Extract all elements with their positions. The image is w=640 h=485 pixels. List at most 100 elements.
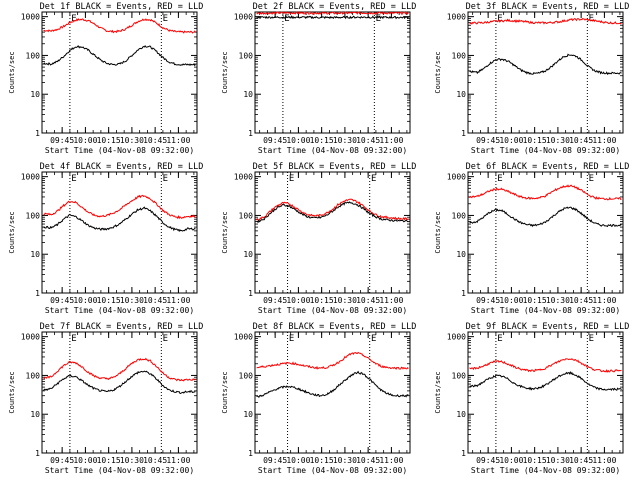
x-axis-label: Start Time (04-Nov-08 09:32:00) [471, 146, 620, 155]
x-axis-label: Start Time (04-Nov-08 09:32:00) [471, 306, 620, 315]
y-tick-label: 10 [243, 90, 253, 99]
y-tick-label: 1 [35, 449, 40, 458]
panel-title: Det 5f BLACK = Events, RED = LLD [253, 162, 417, 172]
panel-title: Det 9f BLACK = Events, RED = LLD [466, 322, 630, 332]
y-tick-label: 100 [452, 371, 467, 380]
x-tick-label: 10:45 [143, 456, 167, 465]
y-tick-label: 1 [248, 289, 253, 298]
series-events-line [256, 370, 409, 399]
x-axis-label: Start Time (04-Nov-08 09:32:00) [45, 146, 194, 155]
y-tick-label: 1 [35, 129, 40, 138]
y-tick-label: 100 [452, 211, 467, 220]
x-tick-label: 09:45 [476, 296, 500, 305]
panel-det-7: Det 7f BLACK = Events, RED = LLD Start Ti… [8, 322, 203, 475]
event-marker-label: E [371, 174, 376, 184]
y-tick-label: 1000 [447, 333, 466, 342]
y-axis-label: Counts/sec [221, 211, 229, 253]
x-tick-label: 10:00 [499, 136, 523, 145]
series-events-line [256, 201, 409, 224]
panel-title: Det 7f BLACK = Events, RED = LLD [40, 322, 204, 332]
series-events-line [256, 15, 409, 20]
series-lld-line [469, 184, 622, 201]
series-events-line [469, 53, 622, 76]
x-tick-label: 11:00 [379, 456, 403, 465]
x-tick-label: 09:45 [50, 456, 74, 465]
event-marker-label: E [163, 334, 168, 344]
y-tick-label: 100 [452, 51, 467, 60]
x-tick-label: 11:00 [379, 136, 403, 145]
x-axis-label: Start Time (04-Nov-08 09:32:00) [258, 146, 407, 155]
series-events-line [469, 206, 622, 228]
x-tick-label: 09:45 [476, 136, 500, 145]
event-marker-label: E [163, 174, 168, 184]
series-lld-line [43, 357, 196, 382]
x-tick-label: 10:45 [569, 136, 593, 145]
x-tick-label: 10:15 [310, 136, 334, 145]
x-tick-label: 10:00 [286, 456, 310, 465]
y-tick-label: 1 [461, 129, 466, 138]
y-axis-label: Counts/sec [434, 371, 442, 413]
x-tick-label: 10:30 [120, 296, 144, 305]
y-tick-label: 1 [461, 289, 466, 298]
y-tick-label: 10 [243, 410, 253, 419]
x-axis-label: Start Time (04-Nov-08 09:32:00) [258, 306, 407, 315]
plot-frame [41, 171, 198, 294]
panel-title: Det 2f BLACK = Events, RED = LLD [253, 2, 417, 12]
series-lld-line [469, 358, 622, 373]
x-axis-label: Start Time (04-Nov-08 09:32:00) [45, 306, 194, 315]
series-events-line [43, 206, 196, 233]
x-tick-label: 10:30 [120, 136, 144, 145]
panel-det-6: Det 6f BLACK = Events, RED = LLD Start Ti… [434, 162, 629, 315]
x-axis-label: Start Time (04-Nov-08 09:32:00) [45, 466, 194, 475]
x-tick-label: 11:00 [166, 296, 190, 305]
panel-det-9: Det 9f BLACK = Events, RED = LLD Start Ti… [434, 322, 629, 475]
x-axis-label: Start Time (04-Nov-08 09:32:00) [471, 466, 620, 475]
event-marker-label: E [371, 334, 376, 344]
x-tick-label: 11:00 [592, 136, 616, 145]
x-tick-label: 09:45 [263, 136, 287, 145]
panel-title: Det 4f BLACK = Events, RED = LLD [40, 162, 204, 172]
y-tick-label: 100 [239, 51, 254, 60]
x-tick-label: 10:15 [523, 456, 547, 465]
x-tick-label: 10:30 [333, 296, 357, 305]
panel-det-1: Det 1f BLACK = Events, RED = LLD Start Ti… [8, 2, 203, 155]
x-tick-label: 10:15 [523, 296, 547, 305]
y-tick-label: 10 [456, 90, 466, 99]
x-tick-label: 11:00 [592, 456, 616, 465]
y-tick-label: 1000 [21, 333, 40, 342]
y-tick-label: 1000 [447, 173, 466, 182]
event-marker-label: E [71, 14, 76, 24]
panel-title: Det 6f BLACK = Events, RED = LLD [466, 162, 630, 172]
x-tick-label: 10:30 [546, 136, 570, 145]
y-tick-label: 100 [26, 211, 41, 220]
x-tick-label: 09:45 [50, 136, 74, 145]
x-tick-label: 10:30 [333, 456, 357, 465]
plot-frame [467, 331, 624, 454]
series-lld-line [43, 194, 196, 220]
y-tick-label: 1000 [234, 13, 253, 22]
x-tick-label: 09:45 [263, 296, 287, 305]
panel-det-5: Det 5f BLACK = Events, RED = LLD Start Ti… [221, 162, 416, 315]
y-axis-label: Counts/sec [434, 51, 442, 93]
series-lld-line [469, 17, 622, 25]
x-tick-label: 10:15 [310, 296, 334, 305]
x-tick-label: 09:45 [263, 456, 287, 465]
series-lld-line [43, 18, 196, 34]
x-tick-label: 10:45 [356, 296, 380, 305]
y-tick-label: 1000 [447, 13, 466, 22]
x-tick-label: 10:45 [569, 296, 593, 305]
panel-title: Det 3f BLACK = Events, RED = LLD [466, 2, 630, 12]
x-tick-label: 10:00 [73, 136, 97, 145]
x-tick-label: 10:00 [73, 296, 97, 305]
plot-frame [467, 171, 624, 294]
event-marker-label: E [71, 174, 76, 184]
x-tick-label: 09:45 [50, 296, 74, 305]
y-tick-label: 100 [239, 211, 254, 220]
y-axis-label: Counts/sec [8, 371, 16, 413]
event-marker-label: E [497, 174, 502, 184]
y-tick-label: 1000 [21, 173, 40, 182]
x-tick-label: 09:45 [476, 456, 500, 465]
event-marker-label: E [284, 14, 289, 24]
y-tick-label: 1000 [21, 13, 40, 22]
